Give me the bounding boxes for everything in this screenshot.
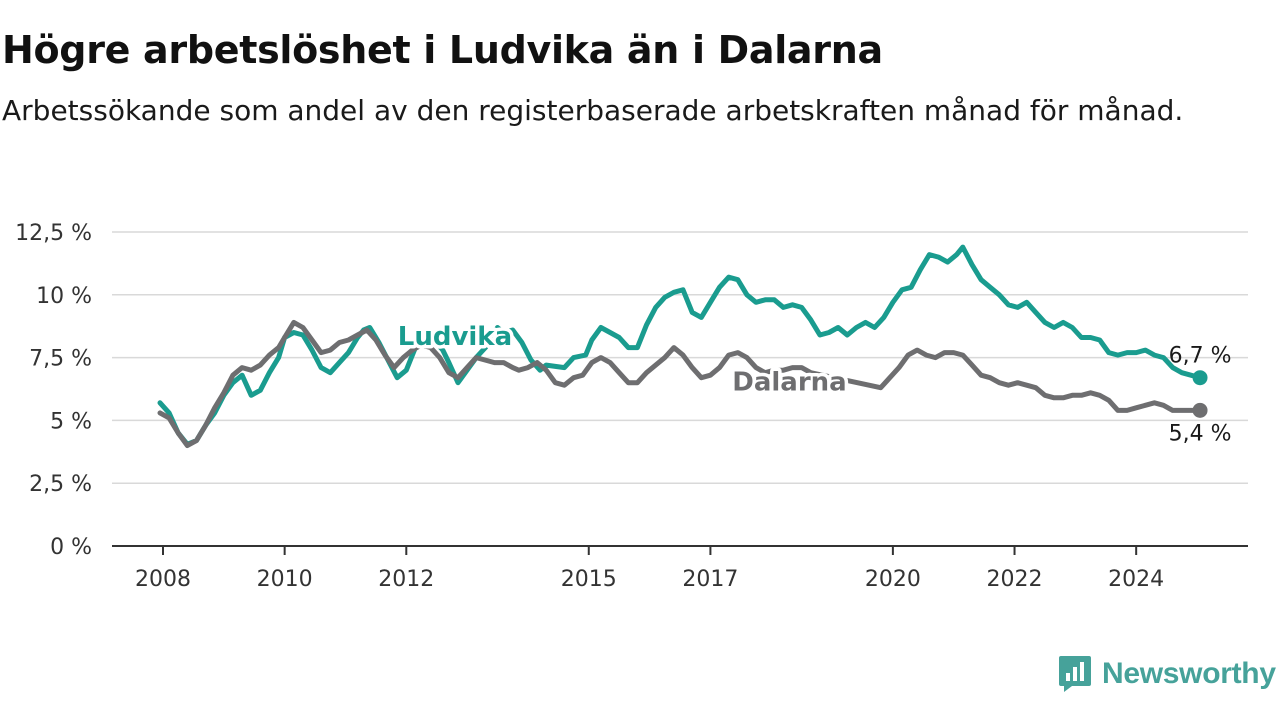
series-label-ludvika: Ludvika: [398, 322, 512, 352]
series-label-dalarna: Dalarna: [732, 367, 846, 397]
series-lines: [157, 244, 1208, 448]
series-line-dalarna: [157, 319, 1203, 448]
x-tick-label: 2012: [378, 567, 434, 592]
x-axis: 2008 2010 2012 2015 2017 2020 2022 2024: [112, 545, 1248, 592]
series-labels: 6,7 % Ludvika 5,4 % Dalarna: [394, 319, 1232, 447]
y-tick-label: 0 %: [50, 535, 92, 560]
end-value-label-ludvika: 6,7 %: [1169, 344, 1232, 369]
x-tick-label: 2015: [561, 567, 617, 592]
y-tick-label: 2,5 %: [29, 472, 92, 497]
y-axis-labels: 0 % 2,5 % 5 % 7,5 % 10 % 12,5 %: [15, 221, 92, 560]
brand-name: Newsworthy: [1102, 657, 1276, 690]
x-tick-label: 2020: [865, 567, 921, 592]
x-tick-label: 2022: [987, 567, 1043, 592]
end-value-label-dalarna: 5,4 %: [1169, 421, 1232, 446]
x-tick-label: 2008: [135, 567, 191, 592]
y-tick-label: 10 %: [36, 284, 92, 309]
y-tick-label: 12,5 %: [15, 221, 92, 246]
gridlines: [112, 231, 1248, 484]
newsworthy-logo-icon: [1059, 656, 1091, 692]
y-tick-label: 5 %: [50, 409, 92, 434]
x-tick-label: 2024: [1108, 567, 1164, 592]
x-tick-label: 2010: [257, 567, 313, 592]
series-line-ludvika: [157, 244, 1203, 447]
series-endpoint-dalarna: [1192, 402, 1208, 418]
y-tick-label: 7,5 %: [29, 347, 92, 372]
series-endpoint-ludvika: [1192, 370, 1208, 386]
newsworthy-logo[interactable]: Newsworthy: [1058, 654, 1276, 694]
chart-subtitle: Arbetssökande som andel av den registerb…: [2, 94, 1184, 127]
chart-title: Högre arbetslöshet i Ludvika än i Dalarn…: [2, 28, 883, 72]
x-tick-label: 2017: [682, 567, 738, 592]
